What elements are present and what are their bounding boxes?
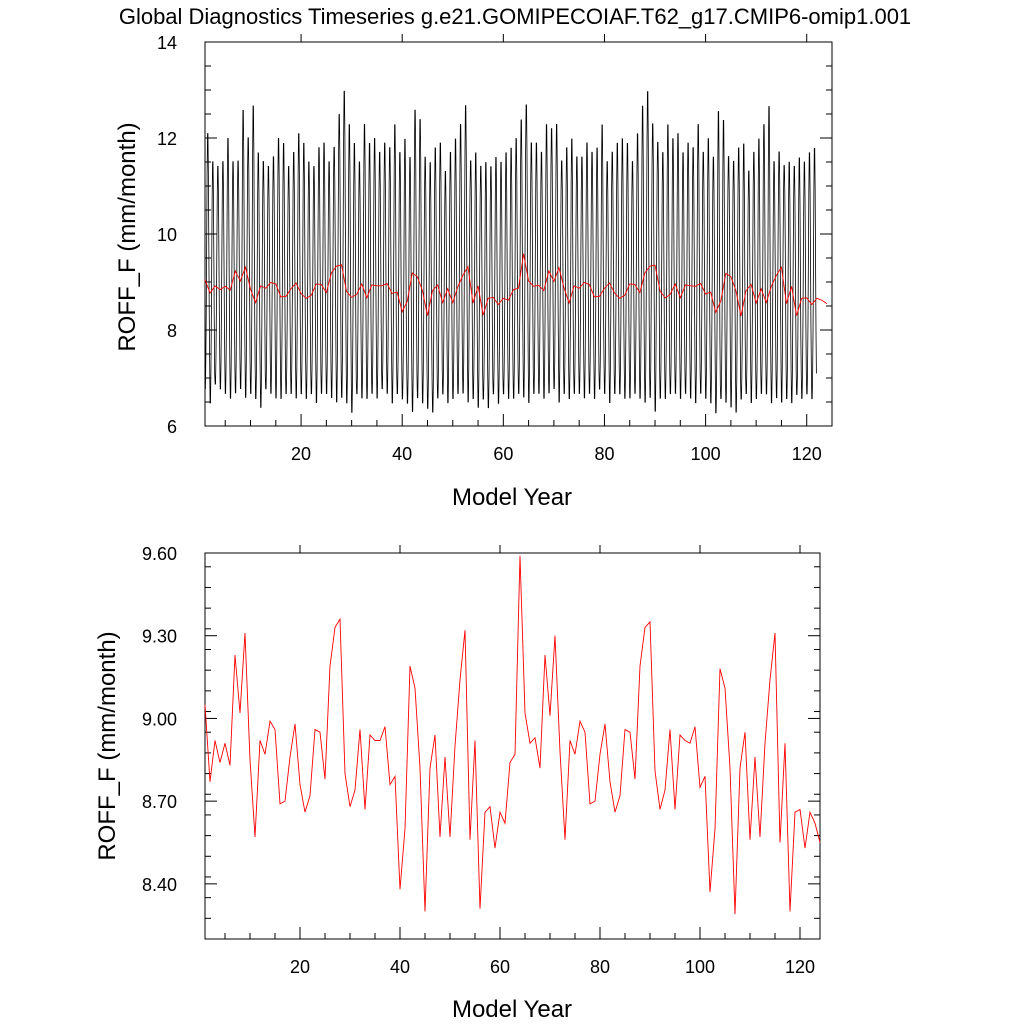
bottom-y-tick-label: 9.30 (142, 627, 177, 647)
bottom-y-tick-label: 9.60 (142, 544, 177, 564)
top-x-tick-label: 20 (291, 444, 311, 464)
top-y-tick-label: 6 (167, 417, 177, 437)
annual-series-line (204, 253, 828, 317)
bottom-x-tick-label: 100 (685, 957, 715, 977)
bottom-x-tick-label: 40 (390, 957, 410, 977)
top-panel: 20 40 60 80 100 120 6 8 10 12 14 Model Year ROFF_F… (114, 33, 833, 511)
top-y-tick-label: 8 (167, 321, 177, 341)
bottom-panel: 20 40 60 80 100 120 8.40 8.70 9.00 9.30 9.60 Model… (94, 544, 821, 1023)
bottom-x-tick-label: 120 (785, 957, 815, 977)
top-monthly-series (205, 90, 817, 414)
bottom-y-tick-label: 8.70 (142, 792, 177, 812)
bottom-plot-frame (204, 552, 821, 940)
top-y-axis-label: ROFF_F (mm/month) (114, 122, 141, 351)
top-x-tick-label: 120 (792, 444, 822, 464)
top-x-tick-label: 80 (594, 444, 614, 464)
annual-series-line (204, 555, 821, 915)
monthly-series-line (205, 90, 817, 414)
top-x-tick-label: 100 (691, 444, 721, 464)
top-y-tick-label: 12 (157, 129, 177, 149)
bottom-y-tick-label: 8.40 (142, 875, 177, 895)
top-y-tick-label: 14 (157, 33, 177, 53)
bottom-x-tick-label: 80 (590, 957, 610, 977)
bottom-axis-ticks: 20 40 60 80 100 120 8.40 8.70 9.00 9.30 9.60 (142, 544, 820, 977)
bottom-x-tick-label: 60 (490, 957, 510, 977)
bottom-x-axis-label: Model Year (452, 996, 572, 1023)
top-x-tick-label: 60 (493, 444, 513, 464)
top-annual-series (204, 253, 828, 317)
top-y-tick-label: 10 (157, 225, 177, 245)
bottom-y-axis-label: ROFF_F (mm/month) (94, 631, 121, 860)
bottom-y-tick-label: 9.00 (142, 709, 177, 729)
bottom-x-tick-label: 20 (290, 957, 310, 977)
top-x-axis-label: Model Year (452, 484, 572, 511)
top-axis-ticks: 20 40 60 80 100 120 6 8 10 12 14 (157, 33, 833, 464)
bottom-annual-series (204, 555, 821, 915)
chart-title: Global Diagnostics Timeseries g.e21.GOMI… (119, 4, 911, 29)
top-x-tick-label: 40 (392, 444, 412, 464)
